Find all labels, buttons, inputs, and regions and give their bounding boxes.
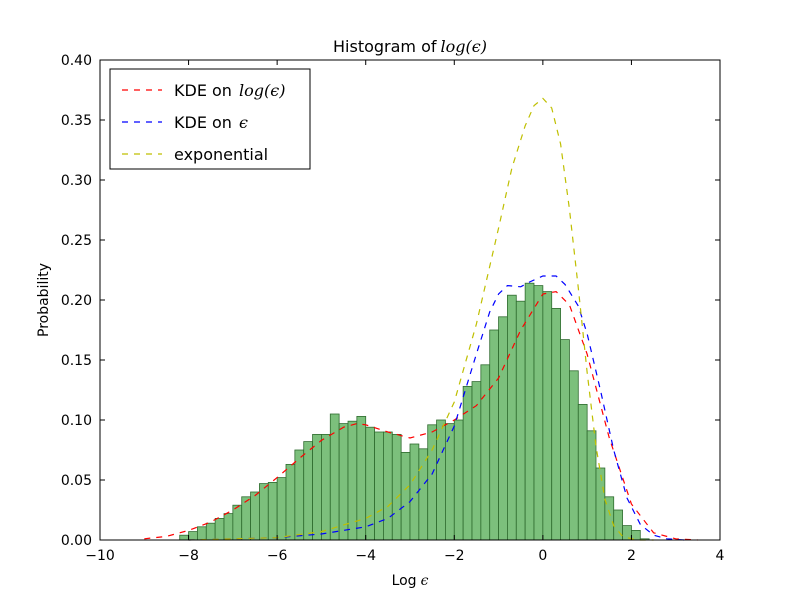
histogram-bar [267,481,278,541]
histogram-bar [223,513,234,541]
y-tick-label: 0.15 [61,353,92,369]
histogram-bar [241,496,251,541]
histogram-bar [533,285,544,541]
histogram-bar [179,534,189,541]
histogram-bar [524,282,535,541]
y-tick-label: 0.30 [61,173,92,189]
histogram-bar [205,522,216,541]
histogram-bar [383,431,393,541]
x-tick-label: −6 [267,548,288,564]
histogram-bar [303,441,313,541]
histogram-bar [453,419,464,541]
axis-ticks: −10 −8 −6 −4 −2 0 2 4 0.00 0.05 0.10 0.15 0.20 0.25 0.… [61,53,725,564]
histogram-bar [214,518,225,541]
y-axis-label: Probability [36,263,52,337]
legend-label-1: KDE on ϵ [174,113,248,132]
y-tick-label: 0.40 [61,53,92,69]
histogram-bar [338,423,349,541]
histogram-bar [569,370,579,541]
series-line-1 [188,275,685,541]
histogram-bar [462,385,473,541]
histogram-bar [418,448,429,541]
histogram-bar [188,531,198,541]
x-tick-label: −10 [85,548,115,564]
legend: KDE on log(ϵ) KDE on ϵ exponential [109,68,311,170]
histogram-bar [400,451,411,541]
y-tick-label: 0.20 [61,293,92,309]
x-tick-label: −8 [178,548,199,564]
y-tick-label: 0.10 [61,413,92,429]
y-tick-label: 0.25 [61,233,92,249]
x-tick-label: 4 [716,548,725,564]
histogram-bar [276,477,287,541]
histogram-bar [507,294,517,541]
histogram-bar [365,426,375,541]
x-tick-label: 2 [627,548,636,564]
histogram-bar [595,467,606,541]
histogram-bar [356,415,367,541]
histogram-bar [347,420,358,541]
histogram-bar [294,449,305,541]
histogram-bar [498,316,508,541]
series-line-2 [188,97,654,541]
histogram-bar [480,364,491,541]
histogram-bar [329,413,340,541]
histogram-bar [232,504,243,541]
chart-title-math: log(ϵ) [441,37,487,56]
histogram-bar [560,339,570,541]
histogram-bar [285,463,296,541]
histogram-bar [391,433,402,541]
histogram-bar [427,424,437,541]
y-tick-label: 0.00 [61,533,92,549]
x-axis-label-text: Log [392,573,417,589]
chart-title-text: Histogram of [333,37,437,56]
x-tick-label: 0 [538,548,547,564]
histogram-bar [321,433,331,541]
x-tick-label: −2 [444,548,465,564]
histogram-bar [542,291,553,541]
histogram-bar [250,491,260,541]
y-tick-label: 0.35 [61,113,92,129]
histogram-bar [312,433,322,541]
x-axis-label: Log ϵ [392,573,429,589]
y-tick-label: 0.05 [61,473,92,489]
x-axis-label-math: ϵ [421,573,429,589]
histogram-bar [577,403,588,541]
chart-title: Histogram of log(ϵ) [333,37,487,56]
series-line-0 [144,290,698,541]
histogram-bar [586,430,597,541]
histogram-bar [259,483,269,541]
histogram-bar [374,431,384,541]
histogram-bar [551,307,561,541]
legend-box [109,68,311,170]
histogram-bar [197,526,207,541]
legend-label-2: exponential [174,145,268,164]
legend-label-0: KDE on log(ϵ) [174,81,285,100]
kde-lines [144,97,698,541]
x-tick-label: −4 [355,548,376,564]
histogram-bar [489,329,499,541]
